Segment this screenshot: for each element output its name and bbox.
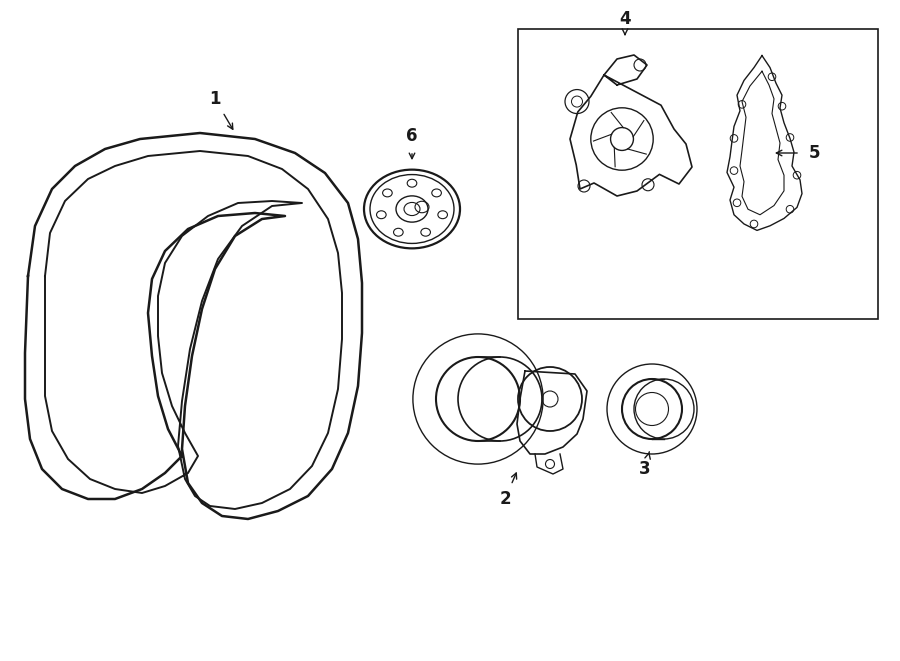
Text: 4: 4 [619,10,631,28]
Text: 3: 3 [639,460,651,478]
Text: 2: 2 [500,490,511,508]
Text: 1: 1 [209,90,220,108]
Text: 5: 5 [809,144,821,162]
Bar [518,29,878,319]
Text: 6: 6 [406,127,418,145]
